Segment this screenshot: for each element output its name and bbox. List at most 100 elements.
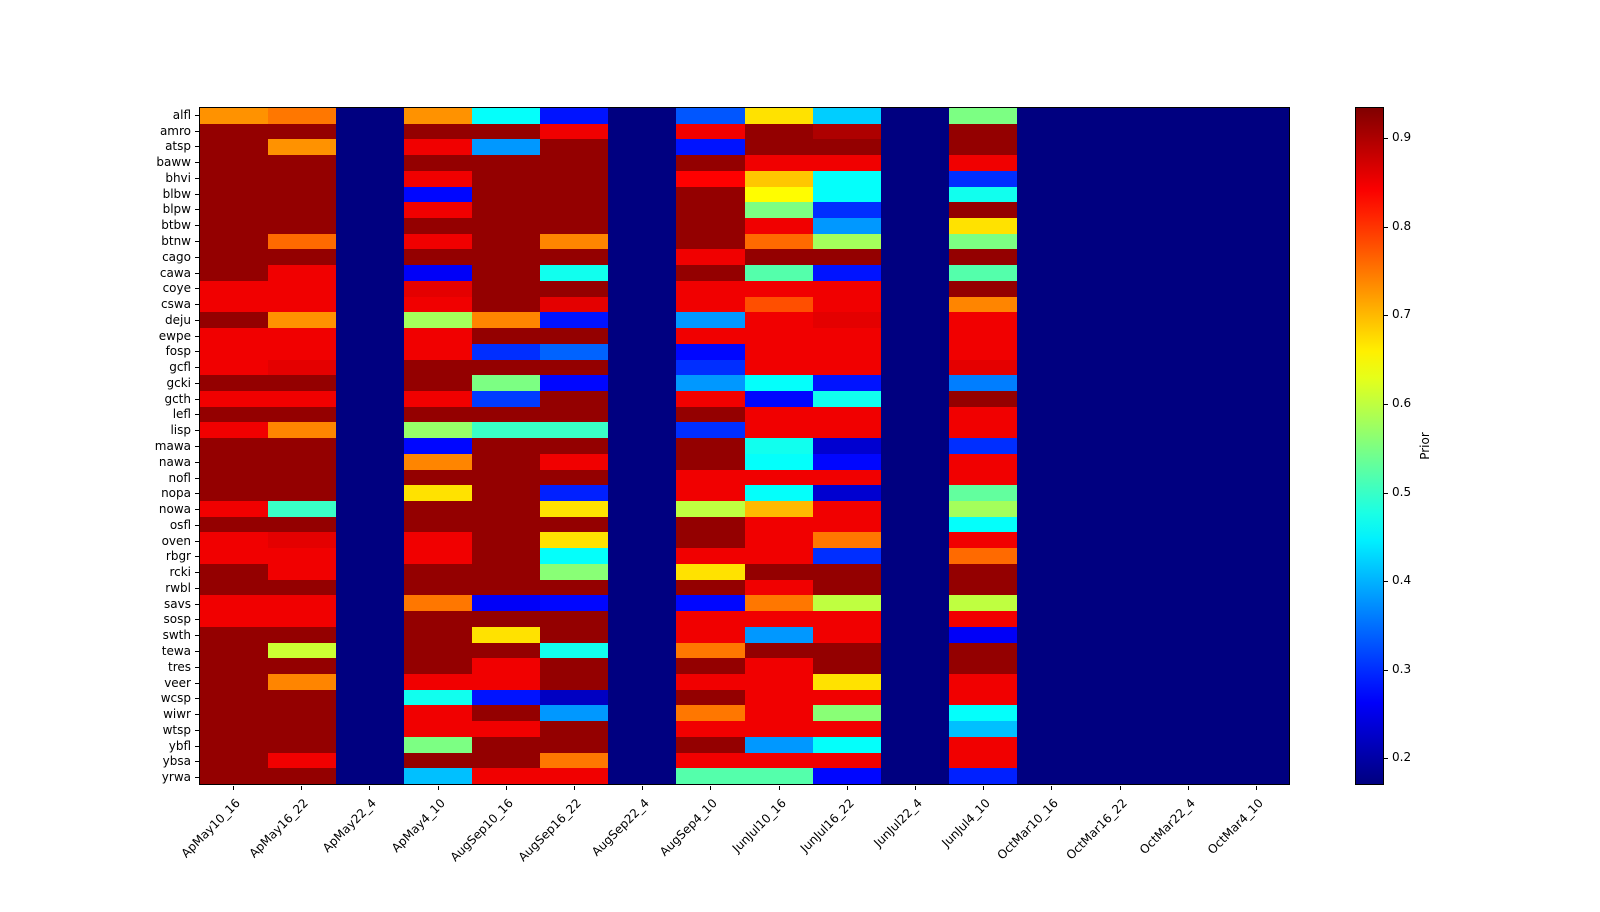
heatmap-cell [200,516,269,533]
heatmap-cell [608,626,677,643]
heatmap-cell [1152,249,1221,266]
y-tick-mark [195,540,199,542]
heatmap-cell [948,249,1017,266]
heatmap-cell [1152,532,1221,549]
heatmap-cell [472,249,541,266]
y-tick-label: deju [165,312,191,327]
heatmap-cell [404,108,473,124]
heatmap-cell [1016,265,1085,281]
heatmap-cell [948,202,1017,219]
heatmap-cell [1220,705,1289,722]
y-tick-mark [195,272,199,274]
heatmap-cell [268,453,337,470]
heatmap-cell [1016,438,1085,454]
x-tick-label: ApMay4_10 [388,796,448,856]
heatmap-cell [200,642,269,659]
heatmap-cell [880,328,949,344]
x-tick-mark [1051,786,1053,790]
y-tick-label: rwbl [165,580,191,595]
heatmap-cell [676,532,745,549]
heatmap-cell [608,532,677,549]
heatmap-cell [880,532,949,549]
heatmap-cell [1084,218,1153,234]
y-tick-label: ybfl [168,738,191,753]
heatmap-cell [880,501,949,517]
heatmap-cell [472,312,541,329]
heatmap-cell [1152,202,1221,219]
heatmap-cell [404,390,473,407]
heatmap-cell [200,359,269,376]
heatmap-cell [268,406,337,423]
y-tick-mark [195,398,199,400]
heatmap-cell [812,768,881,784]
heatmap-cell [472,453,541,470]
heatmap-cell [744,375,813,391]
heatmap-cell [472,375,541,391]
y-tick-mark [195,635,199,637]
heatmap-cell [472,548,541,564]
y-tick-mark [195,698,199,700]
heatmap-cell [336,501,405,517]
heatmap-cell [1152,611,1221,627]
x-tick-mark [846,786,848,790]
heatmap-cell [336,155,405,171]
heatmap-cell [1220,642,1289,659]
heatmap-cell [1016,280,1085,297]
heatmap-cell [880,595,949,612]
heatmap-cell [1220,328,1289,344]
heatmap-cell [880,611,949,627]
heatmap-cell [336,406,405,423]
heatmap-cell [1016,721,1085,737]
heatmap-cell [1084,768,1153,784]
colorbar-tick-label: 0.8 [1392,218,1412,233]
heatmap-cell [200,139,269,156]
heatmap-cell [200,280,269,297]
heatmap-cell [948,548,1017,564]
y-tick-label: swth [162,628,191,643]
heatmap-cell [472,218,541,234]
heatmap-cell [948,673,1017,690]
heatmap-cell [880,642,949,659]
heatmap-cell [1152,752,1221,769]
heatmap-cell [540,736,609,753]
heatmap-cell [472,736,541,753]
heatmap-cell [812,343,881,360]
heatmap-cell [880,312,949,329]
heatmap-cell [1016,328,1085,344]
heatmap-cell [336,233,405,250]
heatmap-cell [1220,170,1289,187]
heatmap-cell [880,265,949,281]
heatmap-cell [336,265,405,281]
heatmap-cell [880,218,949,234]
y-tick-label: gcfl [169,360,191,375]
heatmap-cell [608,595,677,612]
heatmap-cell [472,233,541,250]
y-tick-mark [195,603,199,605]
heatmap-cell [336,218,405,234]
heatmap-cell [404,595,473,612]
heatmap-cell [608,265,677,281]
heatmap-cell [268,233,337,250]
y-tick-label: lefl [172,407,191,422]
heatmap-cell [200,155,269,171]
heatmap-cell [200,233,269,250]
y-tick-mark [195,114,199,116]
y-tick-label: ybsa [162,754,191,769]
heatmap-cell [472,108,541,124]
heatmap-cell [812,721,881,737]
heatmap-cell [268,689,337,706]
heatmap-cell [336,673,405,690]
heatmap-cell [1016,501,1085,517]
x-tick-label: JunJul16_22 [797,796,857,856]
heatmap-cell [948,343,1017,360]
heatmap-cell [200,453,269,470]
heatmap-cell [880,721,949,737]
heatmap-cell [540,438,609,454]
colorbar-tick-label: 0.9 [1392,130,1412,145]
heatmap-cell [268,139,337,156]
heatmap-cell [200,170,269,187]
heatmap-cell [1084,202,1153,219]
heatmap-cell [268,422,337,439]
heatmap-cell [404,359,473,376]
heatmap-cell [880,280,949,297]
